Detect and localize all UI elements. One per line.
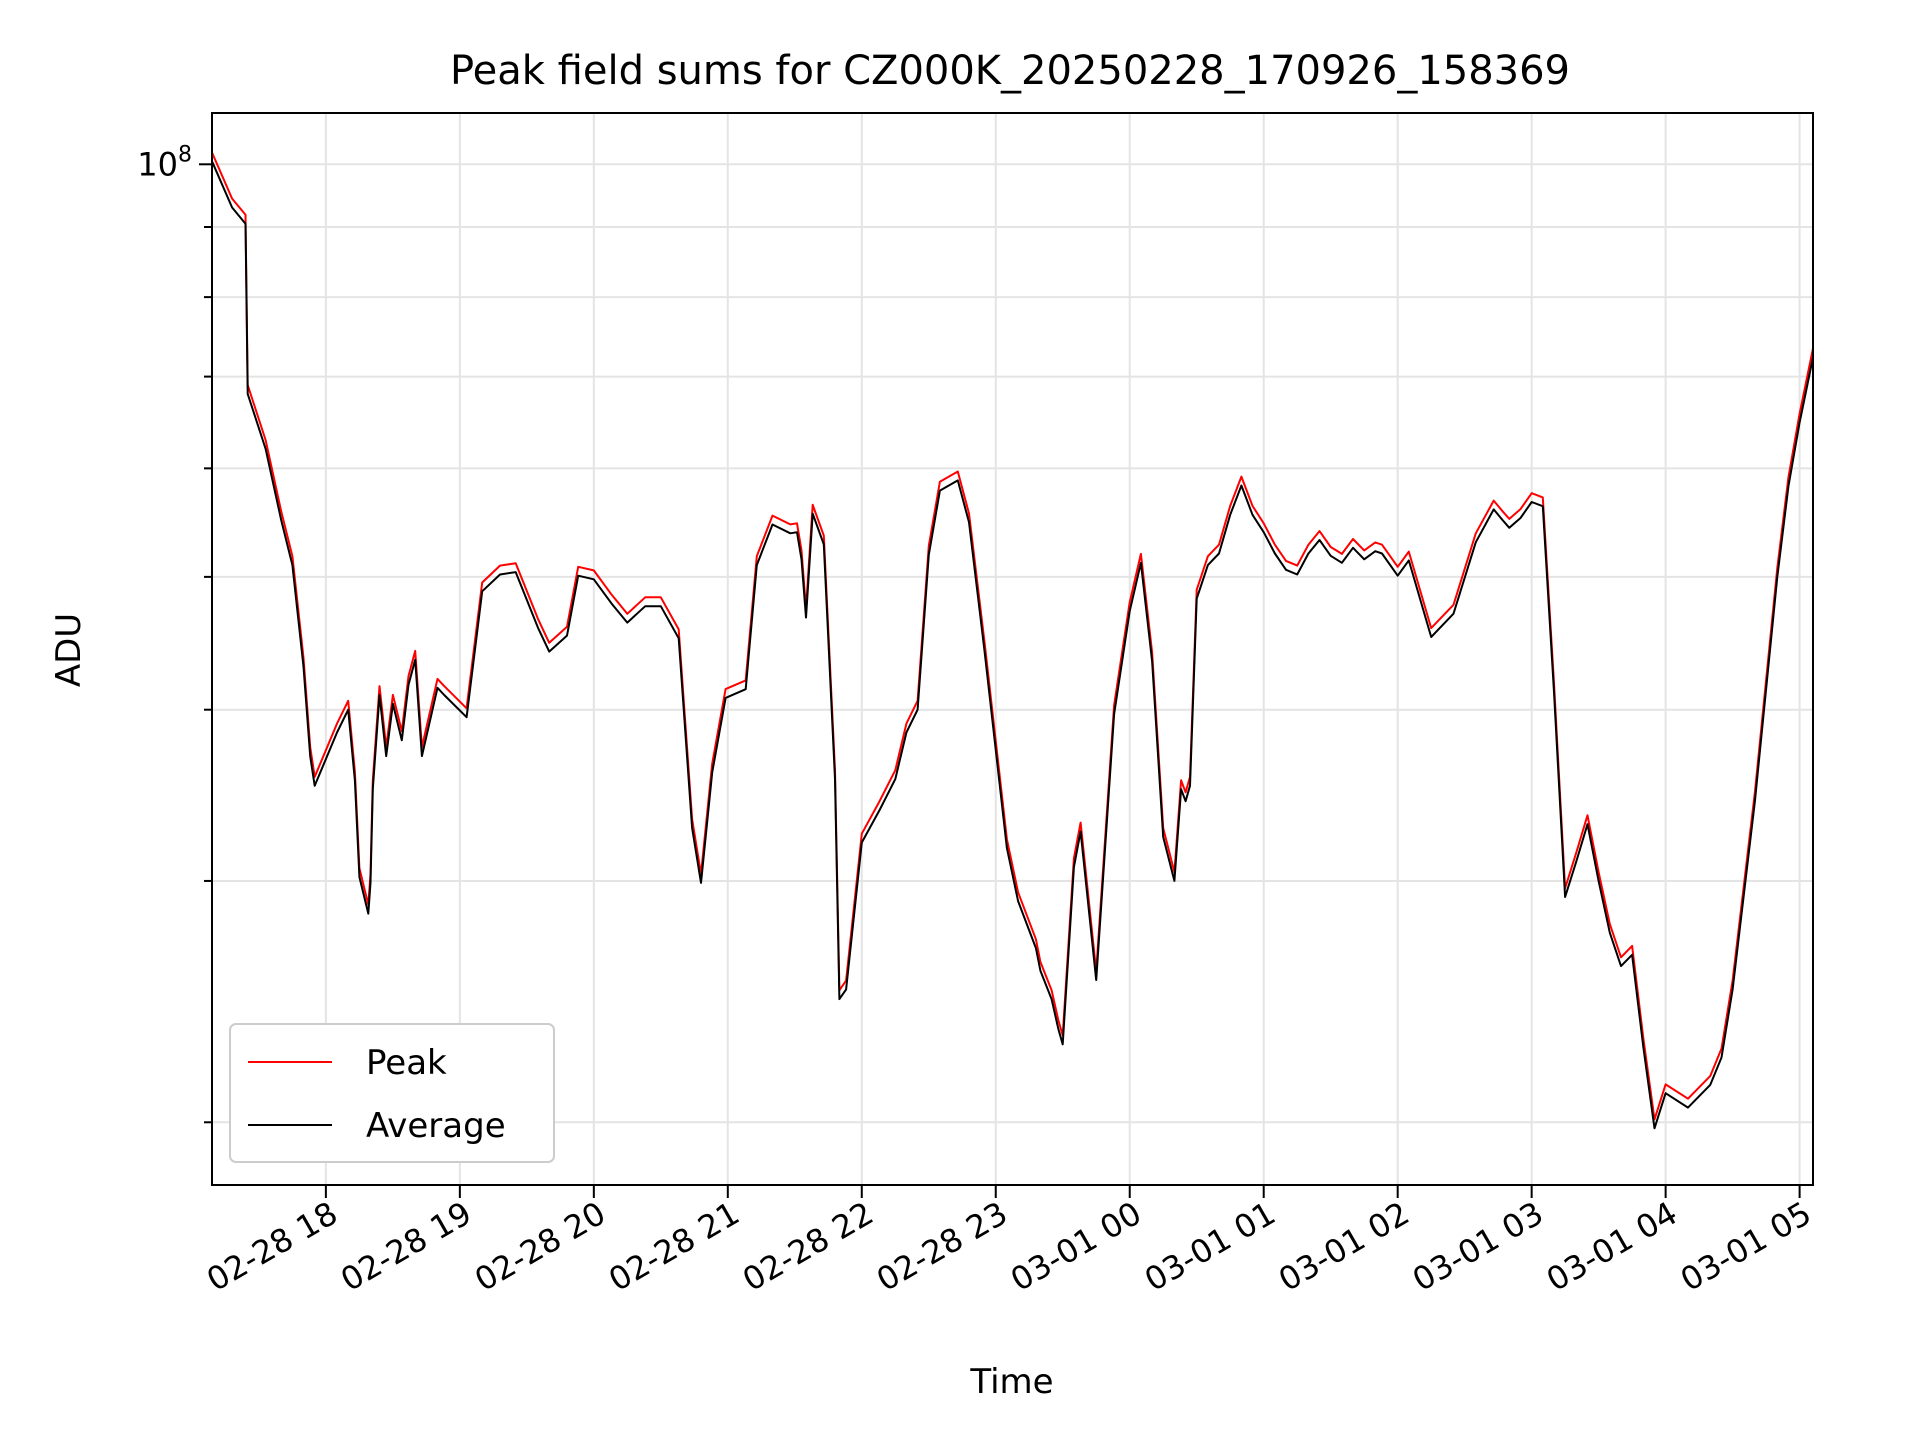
grid-layer	[212, 113, 1813, 1185]
legend-label-average: Average	[366, 1106, 506, 1146]
x-axis-label: Time	[969, 1362, 1053, 1402]
y-tick-label: 108	[137, 142, 192, 183]
legend-box	[229, 1023, 555, 1163]
chart-title: Peak field sums for CZ000K_20250228_1709…	[450, 48, 1570, 94]
y-axis-label: ADU	[49, 613, 89, 687]
series-layer	[211, 152, 1814, 1130]
legend: Peak Average	[229, 1023, 555, 1163]
plot-area	[212, 113, 1813, 1185]
plot-frame	[211, 112, 1814, 1186]
series-line-average	[211, 160, 1814, 1130]
legend-label-peak: Peak	[366, 1043, 447, 1083]
y-axis-ticks: 108	[137, 142, 212, 1124]
